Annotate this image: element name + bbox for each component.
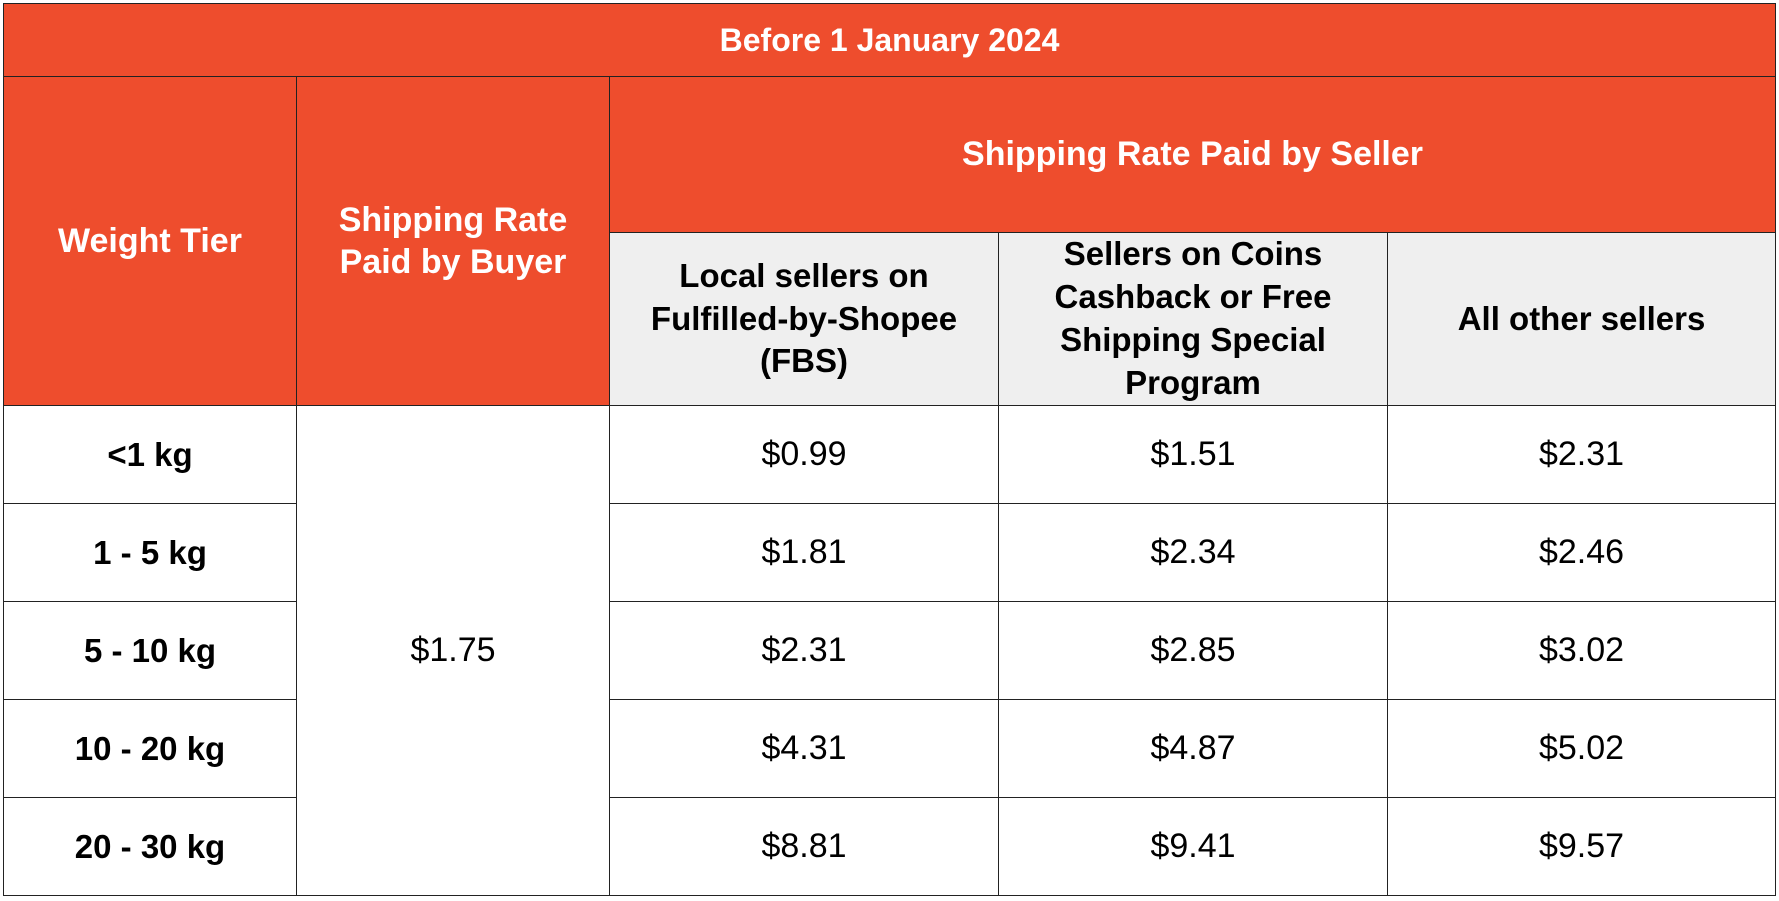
table-row: 20 - 30 kg $8.81 $9.41 $9.57: [3, 797, 1777, 896]
weight-tier-cell: <1 kg: [3, 405, 297, 504]
shipping-rates-table: Before 1 January 2024 Weight Tier Shippi…: [2, 3, 1777, 896]
table-title: Before 1 January 2024: [2, 3, 1777, 77]
coins-cashback-sellers-header: Sellers on Coins Cashback or Free Shippi…: [998, 232, 1388, 406]
table-row: 1 - 5 kg $1.81 $2.34 $2.46: [3, 503, 1777, 602]
fbs-rate-cell: $4.31: [609, 699, 999, 798]
other-rate-cell: $3.02: [1386, 601, 1777, 700]
fbs-sellers-header: Local sellers on Fulfilled-by-Shopee (FB…: [609, 232, 999, 406]
coins-rate-cell: $2.34: [998, 503, 1388, 602]
header-row: Weight Tier Shipping Rate Paid by Buyer …: [3, 76, 1777, 406]
weight-tier-cell: 5 - 10 kg: [3, 601, 297, 700]
fbs-rate-cell: $0.99: [609, 405, 999, 504]
fbs-rate-cell: $2.31: [609, 601, 999, 700]
other-rate-cell: $9.57: [1386, 797, 1777, 896]
weight-tier-cell: 1 - 5 kg: [3, 503, 297, 602]
fbs-rate-cell: $8.81: [609, 797, 999, 896]
weight-tier-cell: 10 - 20 kg: [3, 699, 297, 798]
other-rate-cell: $2.46: [1386, 503, 1777, 602]
subheader-row: Local sellers on Fulfilled-by-Shopee (FB…: [4, 232, 1777, 406]
fbs-rate-cell: $1.81: [609, 503, 999, 602]
coins-rate-cell: $1.51: [998, 405, 1388, 504]
buyer-rate-header: Shipping Rate Paid by Buyer: [296, 76, 610, 406]
table-row: <1 kg $1.75 $0.99 $1.51 $2.31: [3, 405, 1777, 896]
weight-tier-cell: 20 - 30 kg: [3, 797, 297, 896]
other-rate-cell: $2.31: [1386, 405, 1777, 504]
seller-rate-group-header: Shipping Rate Paid by Seller: [608, 76, 1777, 233]
coins-rate-cell: $2.85: [998, 601, 1388, 700]
table-row: 5 - 10 kg $2.31 $2.85 $3.02: [3, 601, 1777, 700]
table-row: 10 - 20 kg $4.31 $4.87 $5.02: [3, 699, 1777, 798]
coins-rate-cell: $4.87: [998, 699, 1388, 798]
other-sellers-header: All other sellers: [1386, 232, 1777, 406]
weight-tier-header: Weight Tier: [3, 76, 297, 406]
other-rate-cell: $5.02: [1386, 699, 1777, 798]
buyer-rate-cell: $1.75: [296, 405, 610, 896]
title-row: Before 1 January 2024: [2, 3, 1777, 77]
coins-rate-cell: $9.41: [998, 797, 1388, 896]
